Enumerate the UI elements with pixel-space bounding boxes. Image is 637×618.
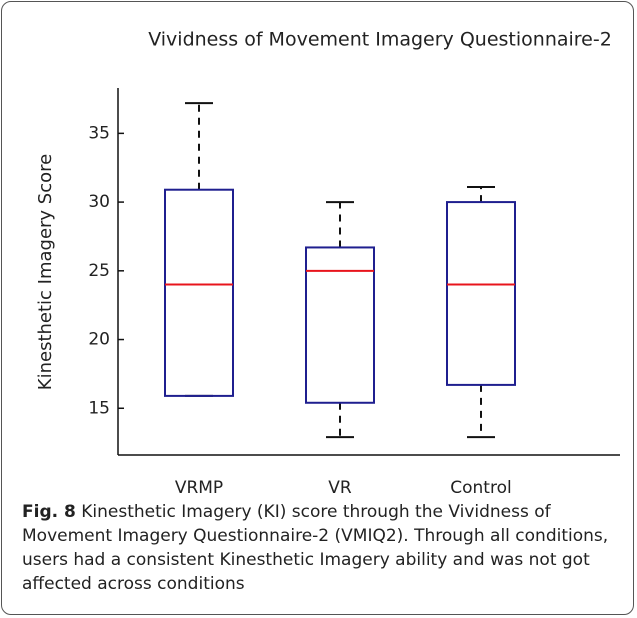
caption: Fig. 8 Kinesthetic Imagery (KI) score th…	[22, 500, 622, 596]
x-tick-label: Control	[450, 478, 511, 498]
x-tick-label: VRMP	[175, 478, 223, 498]
caption-text: Kinesthetic Imagery (KI) score through t…	[22, 502, 609, 594]
box	[446, 201, 516, 386]
y-tick-label: 15	[88, 398, 110, 418]
x-tick-label: VR	[328, 478, 352, 498]
box	[305, 246, 375, 404]
y-tick-label: 35	[88, 123, 110, 143]
chart-title: Vividness of Movement Imagery Questionna…	[148, 29, 612, 51]
caption-label: Fig. 8	[22, 502, 76, 522]
y-tick-label: 20	[88, 330, 110, 350]
y-tick-label: 25	[88, 261, 110, 281]
box	[164, 188, 234, 397]
chart: Vividness of Movement Imagery Questionna…	[35, 29, 620, 498]
y-axis-label: Kinesthetic Imagery Score	[35, 154, 56, 390]
y-tick-label: 30	[88, 192, 110, 212]
